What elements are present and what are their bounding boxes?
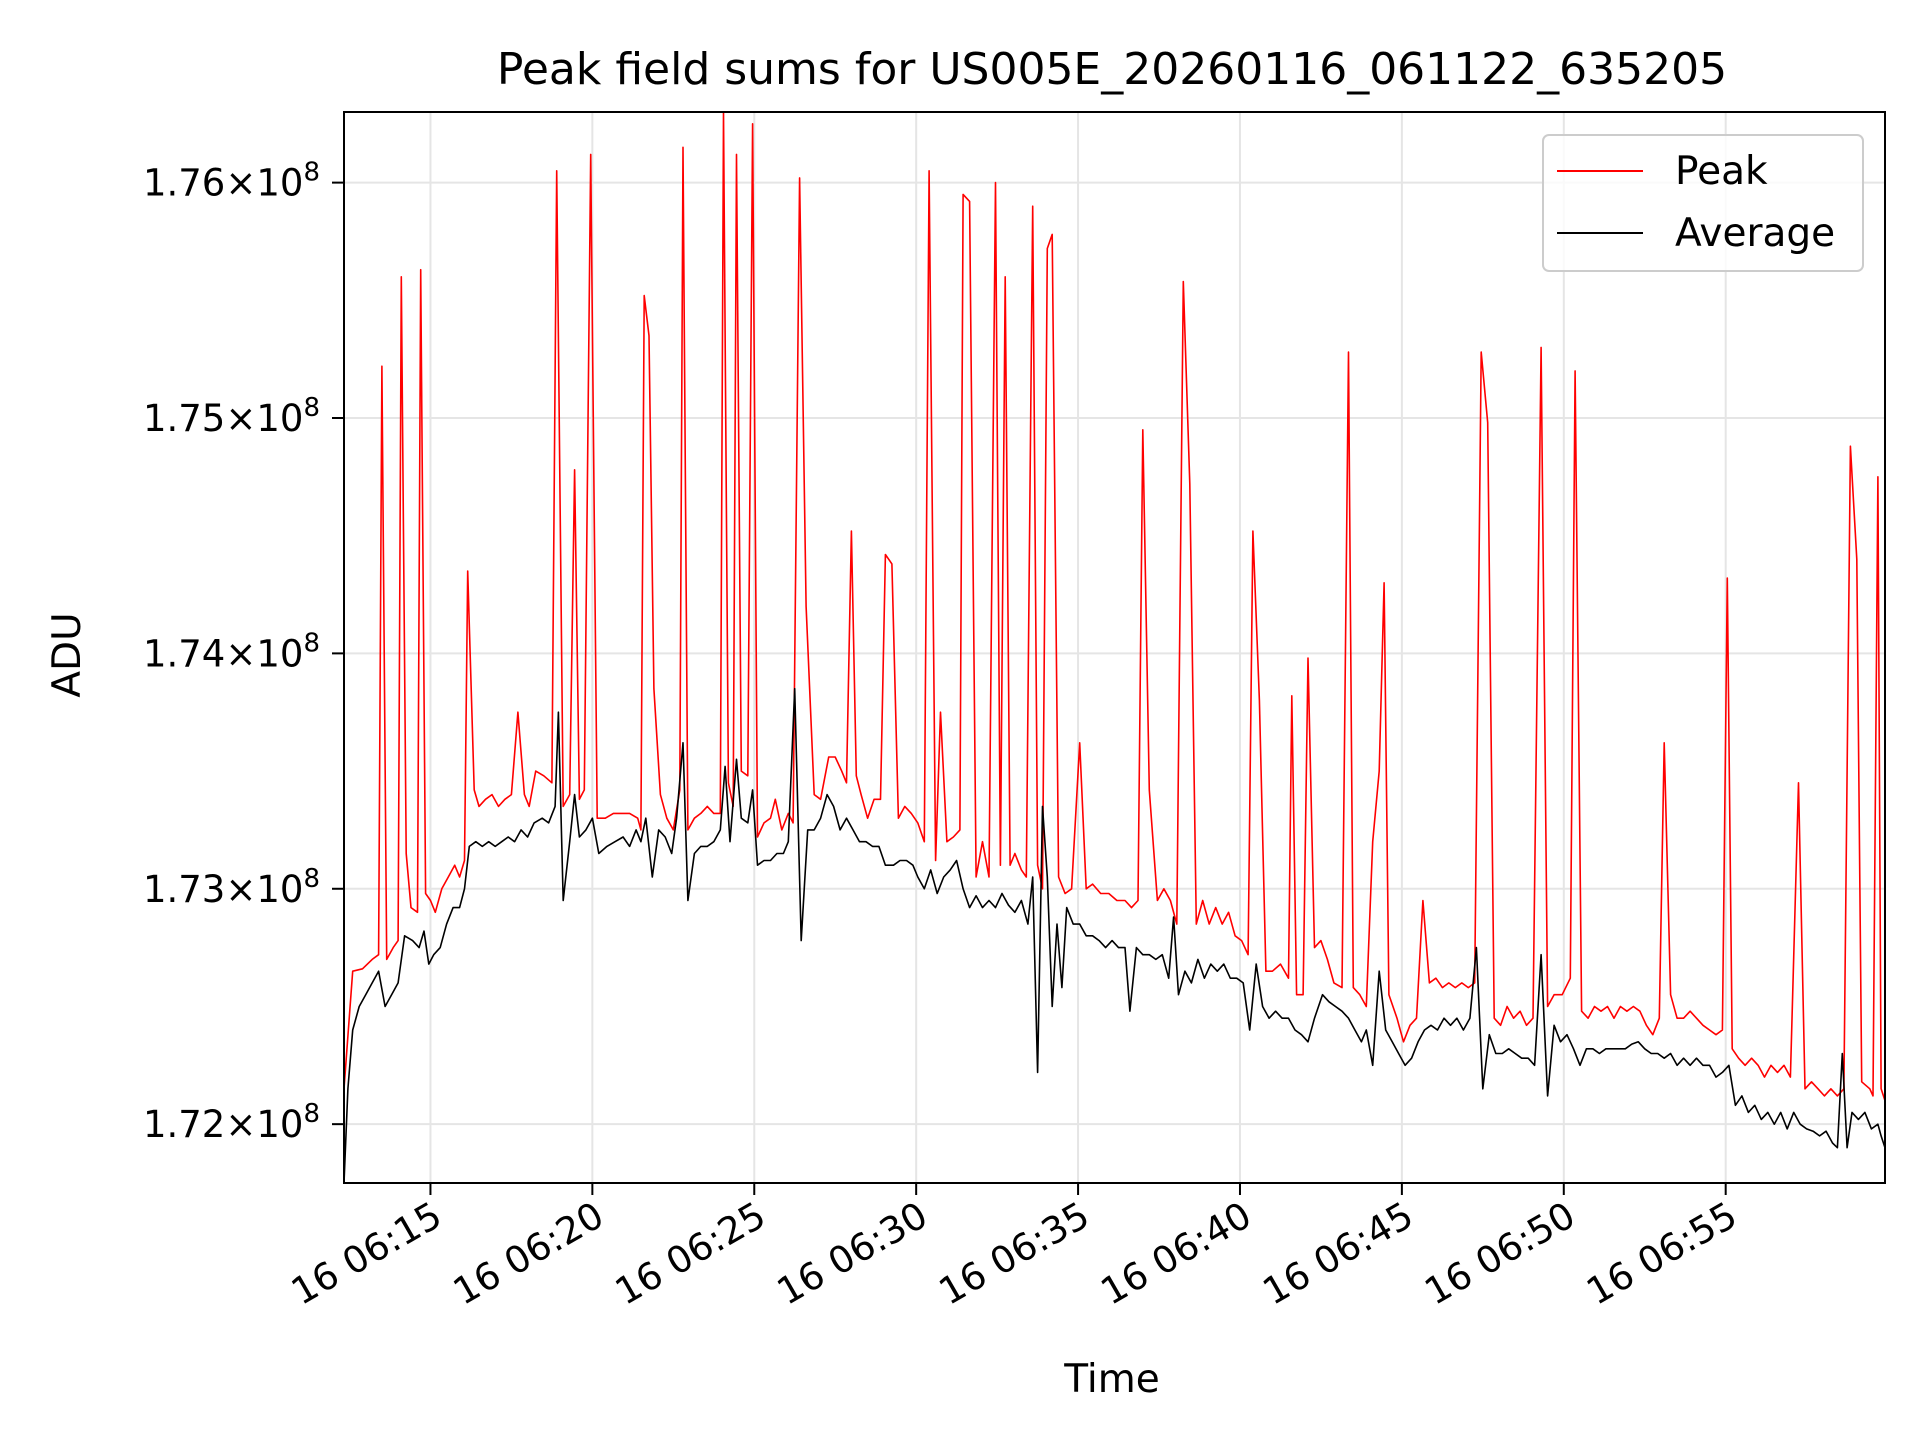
y-tick-label: 1.72×108: [143, 1099, 320, 1146]
legend-average-label: Average: [1675, 211, 1835, 256]
y-tick-label: 1.74×108: [143, 628, 320, 675]
y-tick-base: 10: [256, 1103, 303, 1146]
y-axis-label: ADU: [45, 612, 90, 697]
y-tick-exp: 8: [303, 628, 320, 658]
legend-peak-label: Peak: [1675, 149, 1768, 194]
legend: Peak Average: [1542, 134, 1864, 272]
axes-frame: [343, 111, 1886, 1184]
y-tick-base: 10: [256, 868, 303, 911]
y-tick-mantissa: 1.73: [143, 868, 225, 911]
y-tick-exp: 8: [303, 1099, 320, 1129]
plot-area: [344, 112, 1885, 1183]
y-tick-times: ×: [225, 1103, 256, 1146]
series-line-average: [344, 687, 1885, 1183]
y-tick-mantissa: 1.75: [143, 397, 225, 440]
y-tick-times: ×: [225, 162, 256, 205]
y-tick-times: ×: [225, 868, 256, 911]
y-tick-mantissa: 1.76: [143, 162, 225, 205]
x-axis-label: Time: [1063, 1357, 1159, 1402]
y-tick-label: 1.73×108: [143, 864, 320, 911]
series-line-peak: [344, 112, 1885, 1101]
y-tick-times: ×: [225, 397, 256, 440]
chart-title: Peak field sums for US005E_20260116_0611…: [497, 44, 1727, 95]
y-tick-label: 1.75×108: [143, 393, 320, 440]
y-tick-base: 10: [256, 632, 303, 675]
y-tick-mantissa: 1.72: [143, 1103, 225, 1146]
legend-box: [1542, 134, 1864, 272]
y-tick-exp: 8: [303, 393, 320, 423]
y-tick-mantissa: 1.74: [143, 632, 225, 675]
y-tick-base: 10: [256, 397, 303, 440]
y-tick-exp: 8: [303, 864, 320, 894]
y-tick-base: 10: [256, 162, 303, 205]
y-tick-label: 1.76×108: [143, 158, 320, 205]
y-tick-exp: 8: [303, 158, 320, 188]
y-tick-times: ×: [225, 632, 256, 675]
